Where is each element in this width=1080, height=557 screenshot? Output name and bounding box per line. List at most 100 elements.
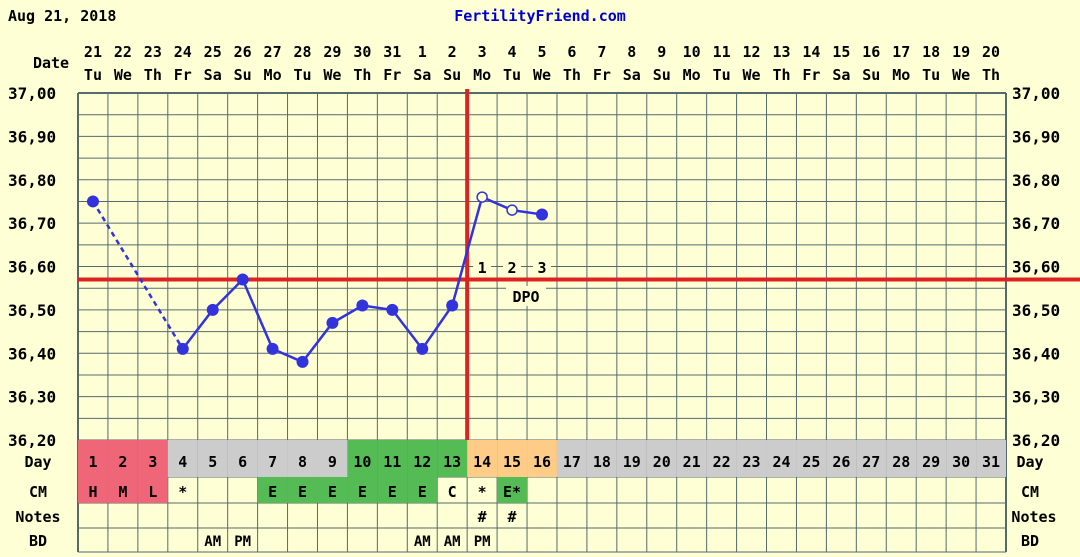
cycle-day-label: 7 bbox=[268, 453, 277, 471]
cycle-day-label: 28 bbox=[892, 453, 910, 471]
temp-point bbox=[416, 342, 429, 355]
weekday-tick: Fr bbox=[802, 66, 820, 84]
cm-mark: E bbox=[268, 483, 277, 501]
weekday-tick: Sa bbox=[204, 66, 222, 84]
dpo-label-bg bbox=[506, 286, 546, 306]
cycle-day-label: 12 bbox=[413, 453, 431, 471]
day-cell bbox=[317, 440, 348, 477]
weekday-tick: We bbox=[323, 66, 341, 84]
day-cell bbox=[437, 440, 468, 477]
day-cell bbox=[227, 440, 258, 477]
weekday-tick: Mo bbox=[683, 66, 701, 84]
y-tick-label-right: 36,60 bbox=[1012, 258, 1060, 277]
bd-mark: PM bbox=[474, 534, 491, 550]
weekday-tick: Fr bbox=[383, 66, 401, 84]
date-tick: 8 bbox=[627, 43, 636, 61]
cycle-day-label: 24 bbox=[772, 453, 790, 471]
bd-row-label: BD bbox=[29, 532, 47, 550]
weekday-tick: Mo bbox=[264, 66, 282, 84]
cycle-day-label: 8 bbox=[298, 453, 307, 471]
date-tick: 31 bbox=[383, 43, 401, 61]
weekday-tick: Tu bbox=[713, 66, 731, 84]
day-fills bbox=[78, 440, 1006, 503]
bd-mark: AM bbox=[444, 534, 461, 550]
day-cell bbox=[197, 440, 228, 477]
cm-cell bbox=[78, 477, 108, 503]
y-tick-label-right: 36,40 bbox=[1012, 344, 1060, 363]
temp-point bbox=[266, 342, 279, 355]
temp-point-open bbox=[476, 191, 488, 203]
weekday-tick: Th bbox=[144, 66, 162, 84]
day-cell bbox=[556, 440, 587, 477]
bd-mark: PM bbox=[234, 534, 251, 550]
cm-mark: H bbox=[88, 483, 97, 501]
cycle-day-label: 21 bbox=[683, 453, 701, 471]
cycle-day-label: 11 bbox=[383, 453, 401, 471]
cm-row-label-right: CM bbox=[1021, 483, 1039, 501]
cycle-day-label: 30 bbox=[952, 453, 970, 471]
cm-cell bbox=[317, 477, 348, 503]
day-cell bbox=[766, 440, 797, 477]
y-tick-label-right: 36,50 bbox=[1012, 301, 1060, 320]
cm-mark: * bbox=[478, 483, 487, 501]
cm-row-label: CM bbox=[29, 483, 47, 501]
day-cell bbox=[167, 440, 198, 477]
date-tick: 3 bbox=[478, 43, 487, 61]
chart-date: Aug 21, 2018 bbox=[8, 7, 116, 25]
day-cell bbox=[347, 440, 378, 477]
dpo-bg bbox=[533, 258, 551, 276]
note-mark: # bbox=[478, 508, 487, 526]
y-tick-label-right: 36,30 bbox=[1012, 388, 1060, 407]
weekday-tick: Th bbox=[353, 66, 371, 84]
cm-mark: M bbox=[118, 483, 127, 501]
weekday-tick: Su bbox=[862, 66, 880, 84]
cm-mark: E bbox=[298, 483, 307, 501]
weekday-tick: Fr bbox=[174, 66, 192, 84]
date-tick: 1 bbox=[418, 43, 427, 61]
date-tick: 25 bbox=[204, 43, 222, 61]
bd-mark: AM bbox=[204, 534, 221, 550]
date-tick: 15 bbox=[832, 43, 850, 61]
day-cell bbox=[137, 440, 168, 477]
date-tick: 14 bbox=[802, 43, 820, 61]
date-tick: 30 bbox=[353, 43, 371, 61]
cm-cell bbox=[347, 477, 378, 503]
date-tick: 5 bbox=[537, 43, 546, 61]
weekday-tick: Th bbox=[563, 66, 581, 84]
weekday-tick: Tu bbox=[922, 66, 940, 84]
day-row-label-right: Day bbox=[1016, 453, 1043, 471]
y-tick-label: 36,70 bbox=[8, 214, 56, 233]
cm-mark: E bbox=[388, 483, 397, 501]
weekday-tick: Sa bbox=[832, 66, 850, 84]
day-cell bbox=[527, 440, 557, 477]
cycle-day-label: 27 bbox=[862, 453, 880, 471]
dpo-bg bbox=[473, 258, 492, 276]
cycle-day-label: 1 bbox=[88, 453, 97, 471]
date-tick: 16 bbox=[862, 43, 880, 61]
temp-point-open bbox=[506, 204, 518, 216]
cycle-day-label: 4 bbox=[178, 453, 187, 471]
day-cell bbox=[646, 440, 677, 477]
cycle-day-label: 2 bbox=[118, 453, 127, 471]
day-cell bbox=[676, 440, 707, 477]
y-tick-label: 37,00 bbox=[8, 84, 56, 103]
y-tick-label: 36,60 bbox=[8, 258, 56, 277]
cm-cell bbox=[107, 477, 138, 503]
date-tick: 6 bbox=[567, 43, 576, 61]
day-cell bbox=[796, 440, 827, 477]
weekday-tick: We bbox=[114, 66, 132, 84]
dpo-number: 1 bbox=[478, 259, 487, 277]
date-tick: 4 bbox=[508, 43, 517, 61]
day-cell bbox=[586, 440, 617, 477]
cycle-day-label: 26 bbox=[832, 453, 850, 471]
day-cell bbox=[257, 440, 288, 477]
temp-point bbox=[176, 342, 189, 355]
temperature-series bbox=[86, 191, 548, 368]
cycle-day-label: 6 bbox=[238, 453, 247, 471]
cycle-day-label: 15 bbox=[503, 453, 521, 471]
weekday-tick: Fr bbox=[593, 66, 611, 84]
temp-point bbox=[386, 303, 399, 316]
cycle-day-label: 14 bbox=[473, 453, 491, 471]
day-cell bbox=[107, 440, 138, 477]
